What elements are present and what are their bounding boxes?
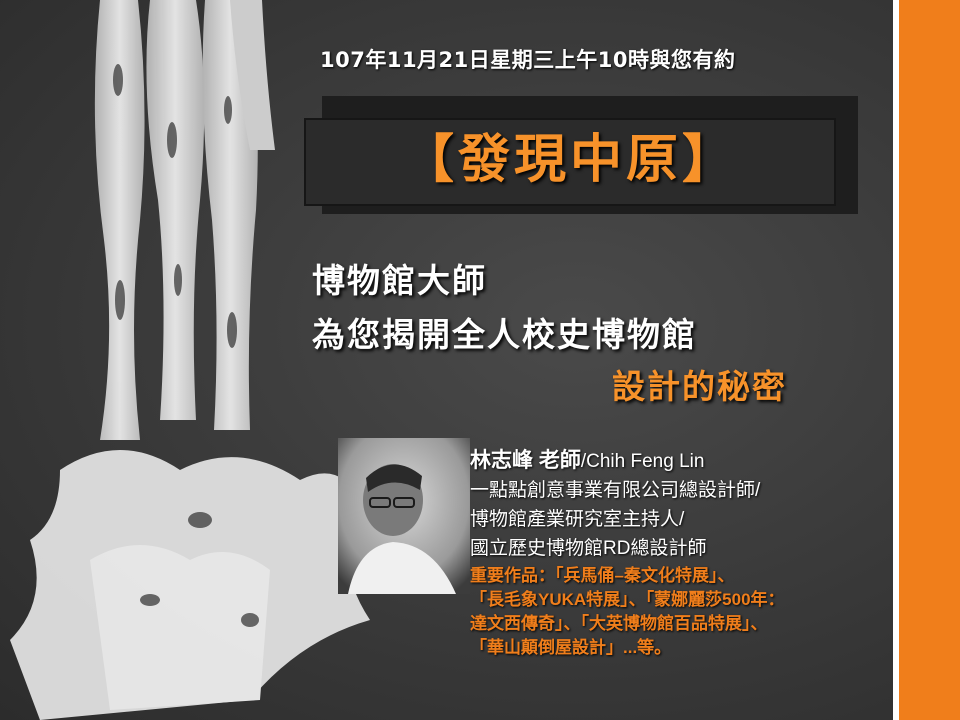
speaker-name: 林志峰 老師 (470, 449, 581, 472)
speaker-role: 國立歷史博物館RD總設計師 (470, 538, 707, 559)
speaker-role: 一點點創意事業有限公司總設計師/ (470, 480, 761, 501)
speaker-bio: 林志峰 老師/Chih Feng Lin 一點點創意事業有限公司總設計師/ 博物… (470, 446, 890, 563)
speaker-name-line: 林志峰 老師/Chih Feng Lin (470, 446, 890, 476)
waterfall-artwork (10, 0, 370, 720)
major-works: 重要作品：「兵馬俑–秦文化特展」、 「長毛象YUKA特展」、「蒙娜麗莎500年：… (470, 564, 890, 660)
title-box (304, 118, 836, 206)
speaker-name-en: /Chih Feng Lin (580, 451, 705, 472)
works-line: 「華山顛倒屋設計」...等。 (470, 638, 672, 657)
slide-title: 【發現中原】 (401, 130, 738, 190)
headline-line-3: 設計的秘密 (612, 367, 787, 406)
speaker-role: 博物館產業研究室主持人/ (470, 509, 685, 530)
orange-side-bar (893, 0, 960, 720)
event-date: 107年11月21日星期三上午10時與您有約 (320, 48, 736, 72)
headline-line-1: 博物館大師 (312, 261, 487, 300)
speaker-photo (338, 438, 470, 594)
headline-line-2: 為您揭開全人校史博物館 (312, 315, 697, 354)
works-line: 「長毛象YUKA特展」、「蒙娜麗莎500年： (470, 590, 785, 609)
works-line: 達文西傳奇」、「大英博物館百品特展」、 (470, 614, 768, 633)
works-line: 重要作品：「兵馬俑–秦文化特展」、 (470, 566, 735, 585)
